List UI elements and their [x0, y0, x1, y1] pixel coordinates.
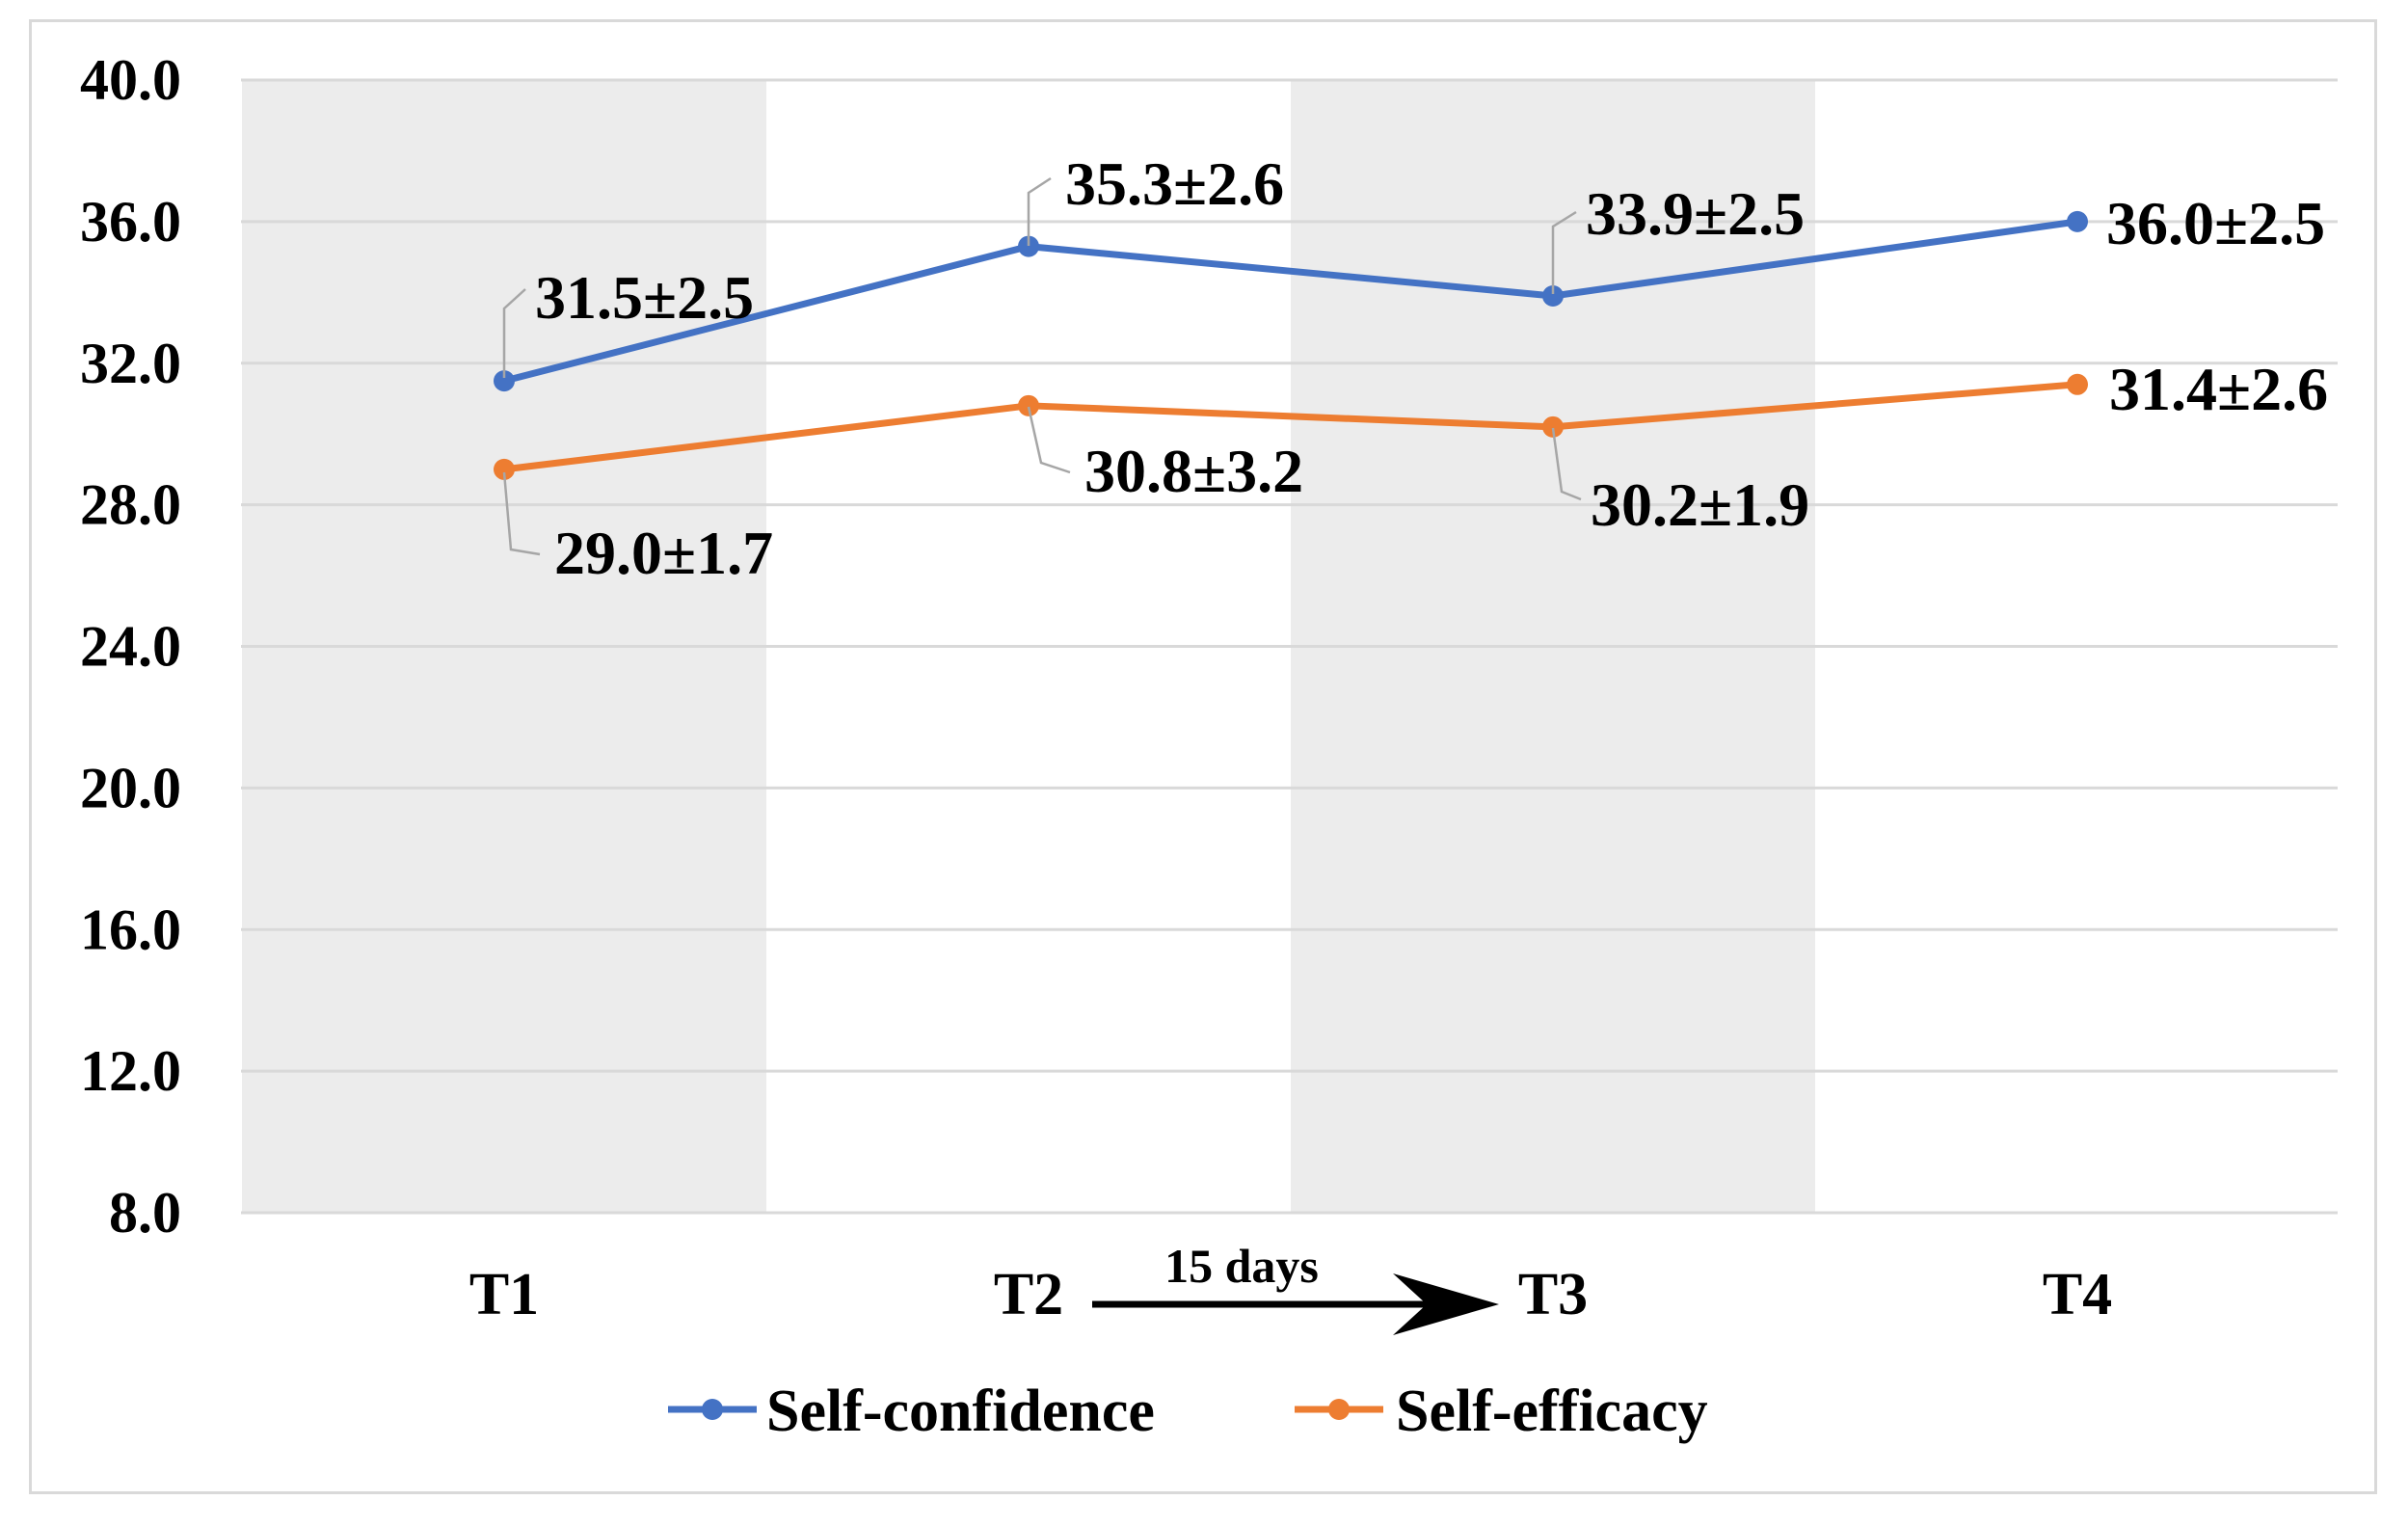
x-tick-label: T3 — [1518, 1262, 1588, 1327]
y-tick-label: 32.0 — [80, 332, 181, 395]
x-tick-label: T4 — [2043, 1262, 2112, 1327]
data-label: 30.8±3.2 — [1084, 437, 1303, 505]
legend-label: Self-confidence — [766, 1379, 1155, 1444]
y-tick-label: 8.0 — [109, 1181, 181, 1245]
data-point — [1018, 235, 1039, 257]
data-label: 33.9±2.5 — [1586, 179, 1805, 248]
data-point — [494, 458, 515, 480]
x-tick-label: T1 — [469, 1262, 539, 1327]
y-tick-label: 16.0 — [80, 897, 181, 961]
data-label: 31.5±2.5 — [535, 263, 754, 332]
data-label: 31.4±2.6 — [2109, 355, 2328, 423]
leader-line — [1027, 406, 1071, 474]
y-tick-label: 36.0 — [80, 190, 181, 254]
data-point — [2067, 373, 2088, 395]
data-point — [2067, 210, 2088, 232]
legend-swatch-marker — [1328, 1399, 1350, 1420]
leader-line — [1551, 210, 1577, 294]
y-tick-label: 28.0 — [80, 473, 181, 537]
leader-line — [502, 288, 526, 378]
y-tick-label: 12.0 — [80, 1039, 181, 1103]
legend-label: Self-efficacy — [1396, 1379, 1708, 1444]
y-tick-label: 40.0 — [80, 48, 181, 112]
data-point — [1542, 415, 1564, 438]
data-label: 36.0±2.5 — [2106, 189, 2325, 257]
data-point — [1542, 284, 1564, 307]
data-point — [494, 370, 515, 392]
annotation-arrow-head — [1393, 1273, 1499, 1335]
annotation-label: 15 days — [1164, 1239, 1319, 1293]
legend-swatch-marker — [702, 1399, 723, 1420]
y-tick-label: 20.0 — [80, 756, 181, 819]
data-label: 30.2±1.9 — [1591, 470, 1809, 539]
leader-line — [502, 471, 541, 556]
series-line-self-efficacy — [503, 381, 2078, 473]
series-line-self-confidence — [503, 218, 2078, 385]
x-tick-label: T2 — [994, 1262, 1063, 1327]
leader-line — [1027, 176, 1052, 246]
data-label: 29.0±1.7 — [554, 519, 773, 587]
data-label: 35.3±2.6 — [1065, 149, 1284, 218]
leader-line — [1551, 427, 1582, 501]
y-tick-label: 24.0 — [80, 615, 181, 679]
data-point — [1018, 394, 1039, 416]
